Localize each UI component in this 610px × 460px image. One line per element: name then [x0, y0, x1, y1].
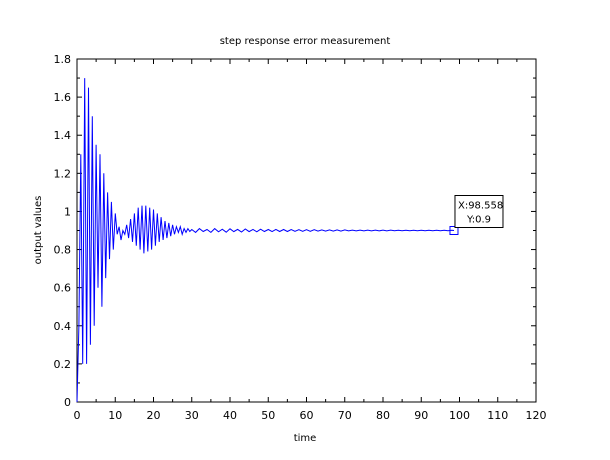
x-tick-label: 60: [300, 409, 314, 422]
y-tick-label: 1.6: [54, 91, 72, 104]
y-tick-label: 1.2: [54, 167, 72, 180]
x-tick-label: 120: [526, 409, 547, 422]
x-tick-label: 110: [487, 409, 508, 422]
datatip-box[interactable]: [454, 195, 504, 228]
y-tick-label: 0.8: [54, 244, 72, 257]
x-tick-label: 30: [185, 409, 199, 422]
datatip[interactable]: X:98.558 Y:0.9: [449, 195, 504, 235]
x-tick-label: 20: [147, 409, 161, 422]
datatip-marker[interactable]: [449, 226, 459, 235]
y-tick-label: 1.4: [54, 129, 72, 142]
series-layer: [76, 78, 455, 403]
x-tick-label: 0: [74, 409, 81, 422]
y-tick-label: 0: [64, 396, 71, 409]
y-tick-label: 0.4: [54, 320, 72, 333]
x-tick-label: 80: [376, 409, 390, 422]
y-axis: 0 0.2 0.4 0.6 0.8 1 1.2 1.4 1.6 1.8: [54, 53, 536, 409]
series-line: [76, 78, 455, 403]
x-tick-label: 90: [414, 409, 428, 422]
datatip-x-label: X:98.558: [458, 201, 503, 212]
x-tick-label: 50: [261, 409, 275, 422]
x-tick-label: 40: [223, 409, 237, 422]
y-tick-label: 1.8: [54, 53, 72, 66]
plot-area[interactable]: [76, 58, 537, 403]
y-tick-label: 1: [64, 205, 71, 218]
x-axis: 0 10 20 30 40 50 60 70 80 90 100 110 120: [74, 59, 547, 422]
x-tick-label: 100: [449, 409, 470, 422]
x-tick-label: 10: [108, 409, 122, 422]
y-tick-label: 0.6: [54, 282, 72, 295]
chart-title: step response error measurement: [220, 36, 391, 47]
datatip-y-label: Y:0.9: [466, 215, 491, 226]
x-tick-label: 70: [338, 409, 352, 422]
x-axis-label: time: [294, 433, 317, 444]
y-tick-label: 0.2: [54, 358, 72, 371]
y-axis-label: output values: [33, 196, 44, 265]
